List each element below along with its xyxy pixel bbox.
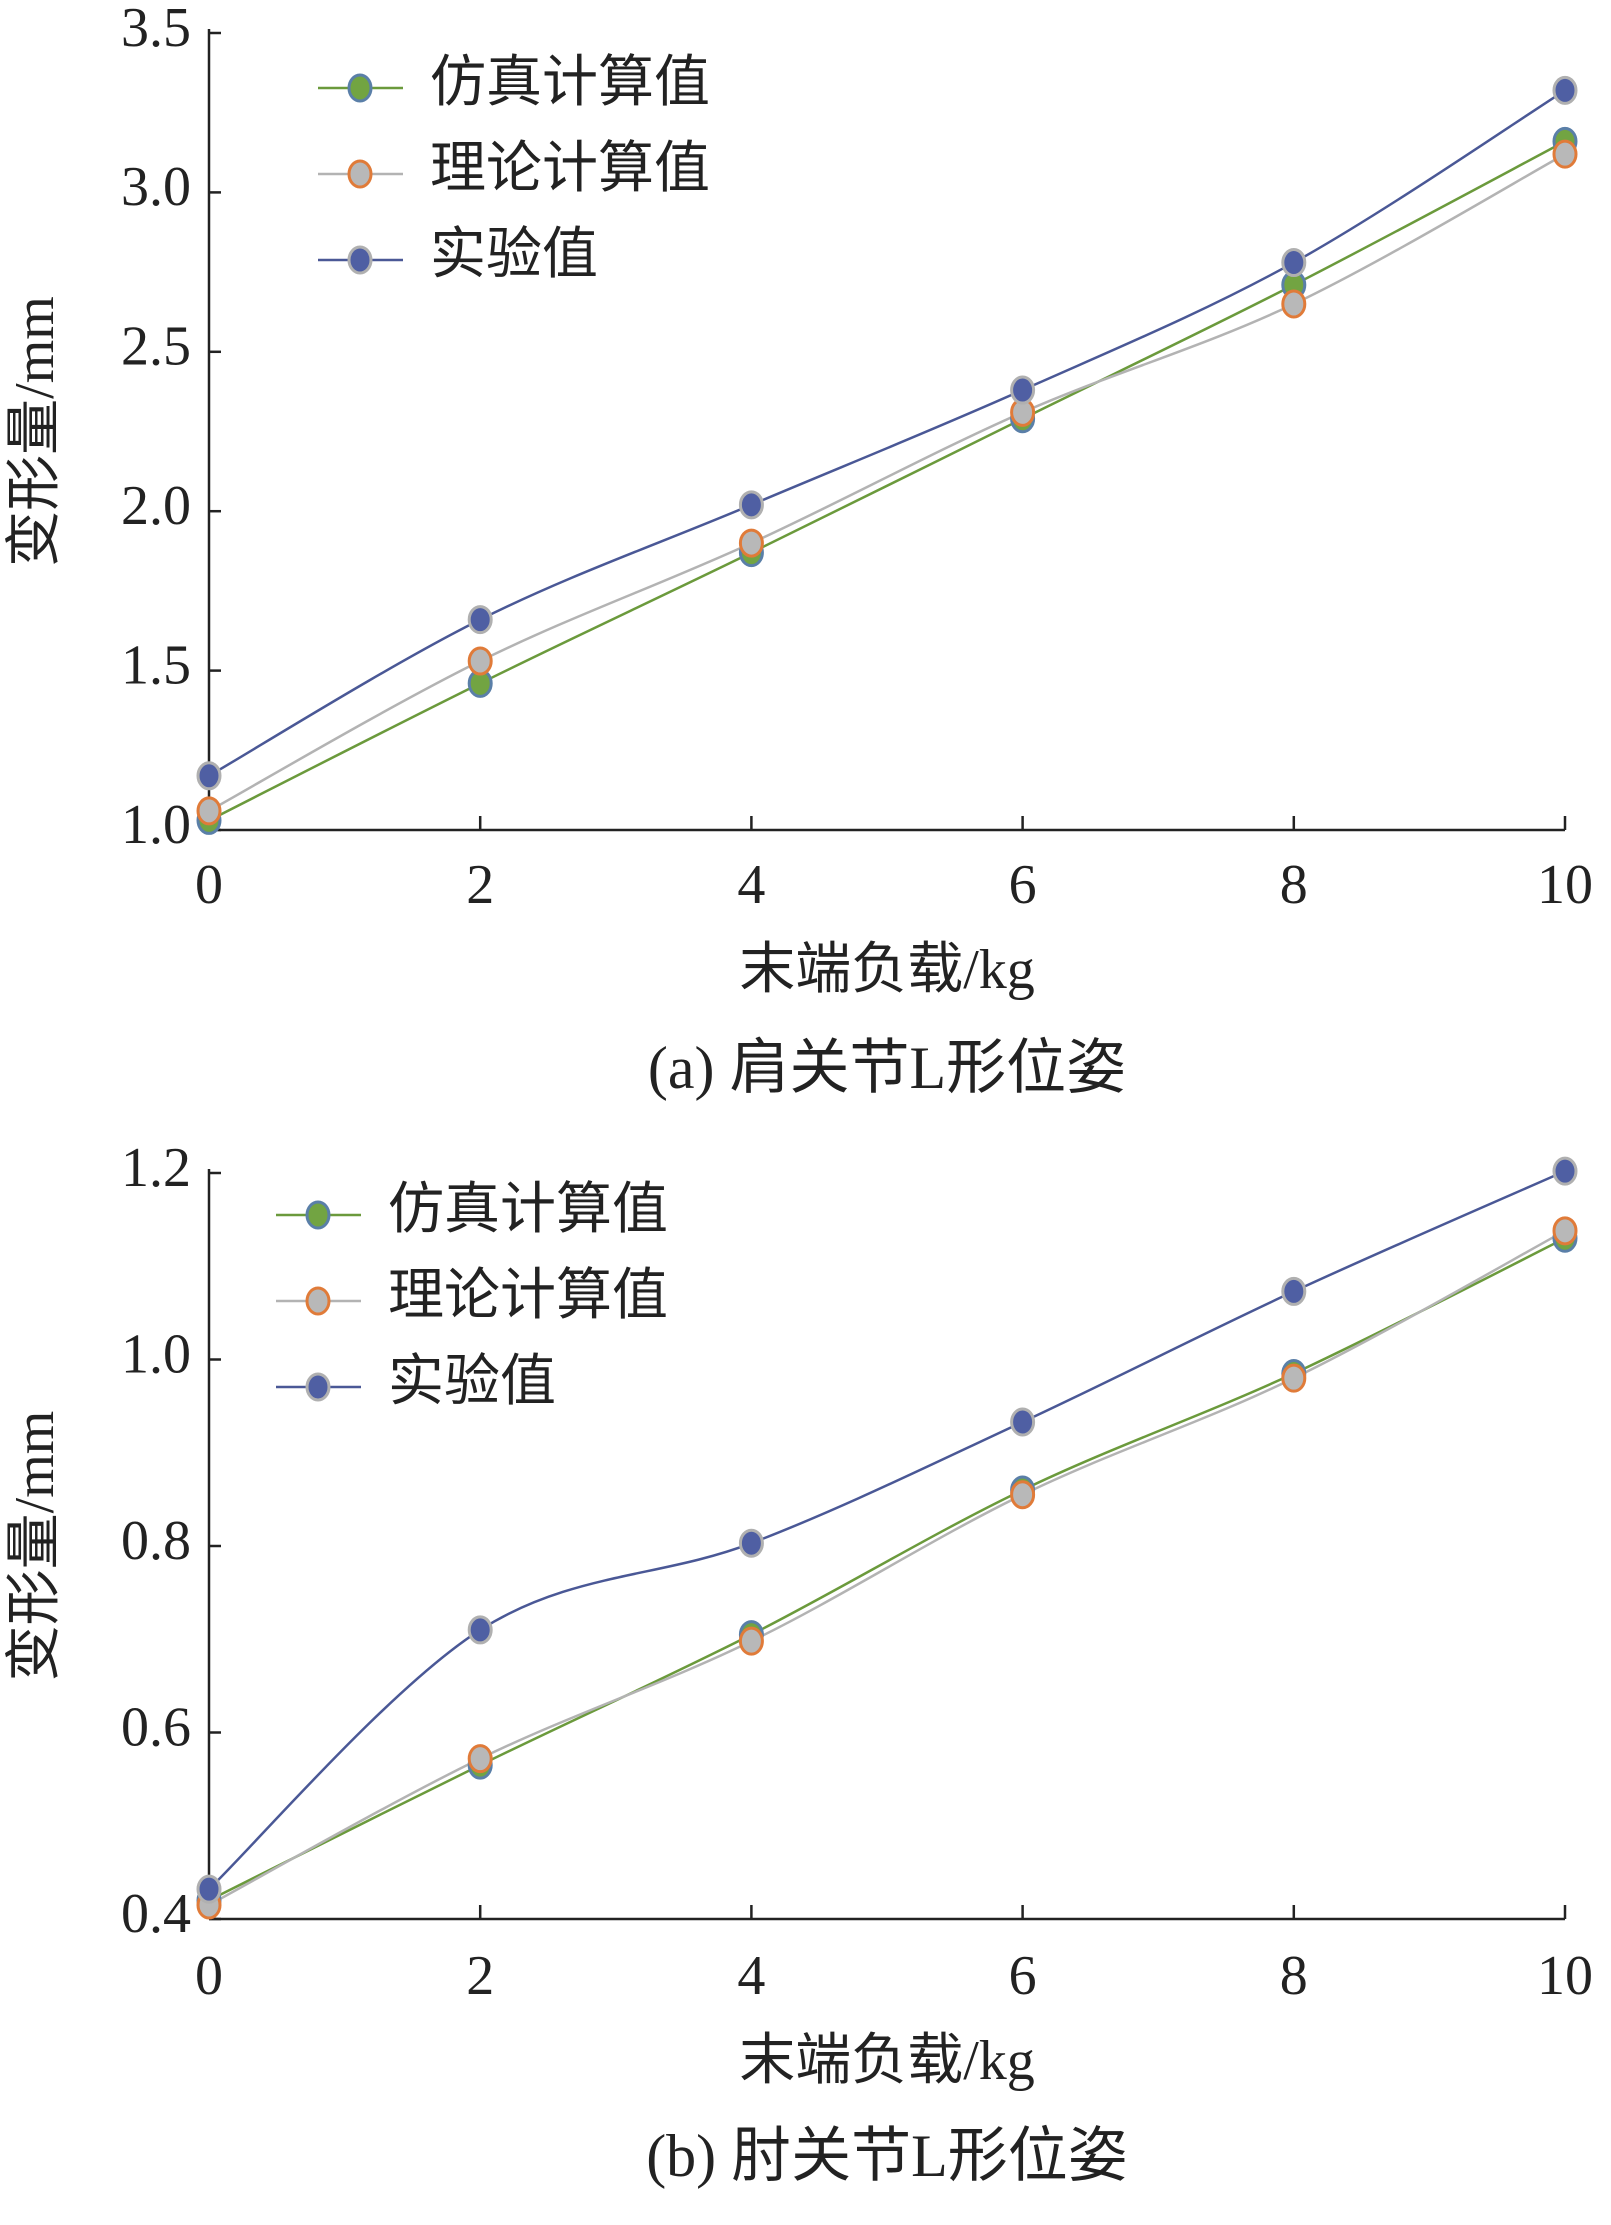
marker — [1010, 1480, 1036, 1510]
marker — [1281, 1276, 1307, 1306]
marker — [738, 528, 764, 558]
y-tick-label: 1.2 — [121, 1137, 191, 1199]
series-line — [208, 1229, 1566, 1907]
marker — [196, 796, 222, 826]
x-axis-label: 末端负载/kg — [739, 939, 1035, 1001]
legend-marker — [347, 159, 373, 189]
marker — [467, 1744, 493, 1774]
marker — [1281, 1363, 1307, 1393]
marker — [1552, 1216, 1578, 1246]
y-tick-label: 0.8 — [121, 1510, 191, 1572]
y-tick-label: 3.5 — [121, 0, 191, 59]
y-tick-label: 1.5 — [121, 634, 191, 696]
legend-marker — [347, 73, 373, 103]
series-line — [208, 1169, 1566, 1891]
x-axis-label: 末端负载/kg — [739, 2030, 1035, 2092]
legend-marker — [305, 1200, 331, 1230]
marker — [1281, 248, 1307, 278]
y-axis-label: 变形量/mm — [4, 296, 66, 567]
x-tick-label: 0 — [195, 854, 223, 916]
marker — [1552, 75, 1578, 105]
series-line — [208, 153, 1566, 812]
series-line — [208, 140, 1566, 822]
y-tick-label: 1.0 — [121, 794, 191, 856]
legend-marker — [305, 1286, 331, 1316]
legend-label: 实验值 — [430, 224, 598, 286]
marker — [738, 1626, 764, 1656]
marker — [467, 646, 493, 676]
marker — [1552, 1156, 1578, 1186]
caption: (b) 肘关节L形位姿 — [646, 2123, 1128, 2189]
legend-label: 仿真计算值 — [388, 1179, 668, 1241]
x-tick-label: 4 — [737, 1945, 765, 2007]
y-tick-label: 3.0 — [121, 156, 191, 218]
x-tick-label: 8 — [1280, 854, 1308, 916]
marker — [1281, 289, 1307, 319]
marker — [196, 1874, 222, 1904]
x-tick-label: 6 — [1009, 1945, 1037, 2007]
marker — [738, 490, 764, 520]
series-line — [208, 1237, 1566, 1902]
series-line — [208, 89, 1566, 777]
y-tick-label: 2.5 — [121, 316, 191, 378]
x-tick-label: 10 — [1537, 854, 1593, 916]
x-tick-label: 6 — [1009, 854, 1037, 916]
marker — [1552, 139, 1578, 169]
x-tick-label: 4 — [737, 854, 765, 916]
x-tick-label: 10 — [1537, 1945, 1593, 2007]
x-tick-label: 8 — [1280, 1945, 1308, 2007]
x-tick-label: 0 — [195, 1945, 223, 2007]
marker — [467, 605, 493, 635]
legend-label: 仿真计算值 — [430, 52, 710, 114]
legend-label: 理论计算值 — [430, 138, 710, 200]
x-tick-label: 2 — [466, 1945, 494, 2007]
marker — [738, 1528, 764, 1558]
legend-marker — [305, 1372, 331, 1402]
y-tick-label: 0.4 — [121, 1883, 191, 1945]
caption: (a) 肩关节L形位姿 — [648, 1035, 1126, 1101]
legend-marker — [347, 245, 373, 275]
marker — [196, 761, 222, 791]
y-tick-label: 0.6 — [121, 1696, 191, 1758]
legend-label: 实验值 — [388, 1351, 556, 1413]
marker — [1010, 1407, 1036, 1437]
marker — [467, 1615, 493, 1645]
y-axis-label: 变形量/mm — [4, 1411, 66, 1682]
legend-label: 理论计算值 — [388, 1265, 668, 1327]
y-tick-label: 2.0 — [121, 475, 191, 537]
y-tick-label: 1.0 — [121, 1323, 191, 1385]
marker — [1010, 375, 1036, 405]
x-tick-label: 2 — [466, 854, 494, 916]
